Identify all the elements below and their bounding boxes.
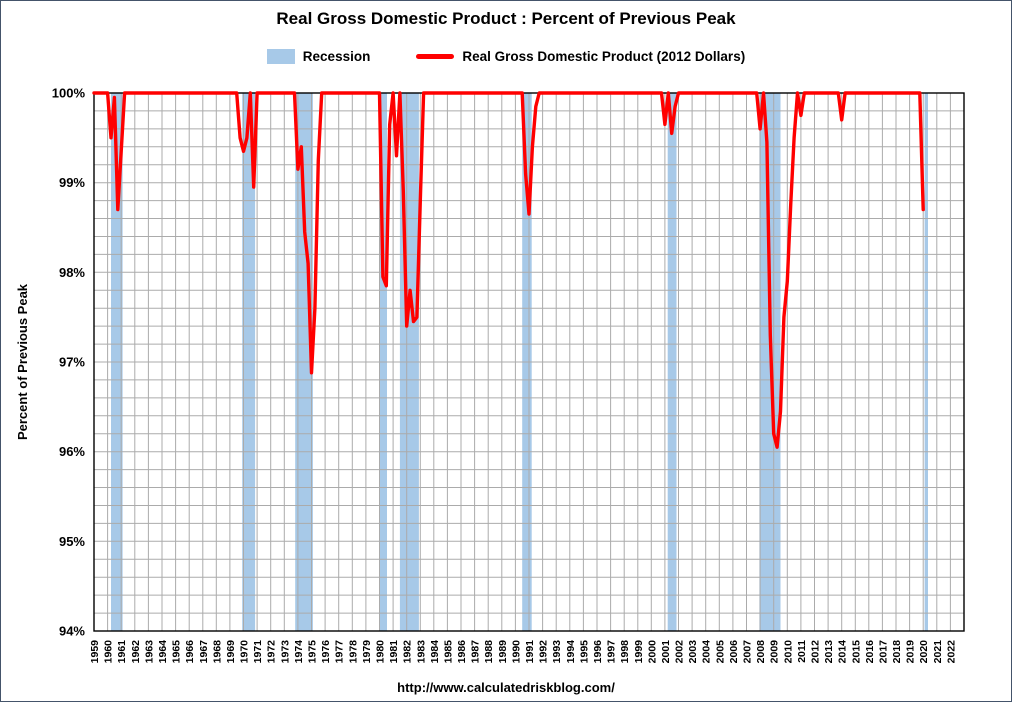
x-tick-label: 1963 <box>143 640 155 664</box>
x-tick-label: 1984 <box>429 640 441 664</box>
x-tick-label: 1960 <box>103 640 115 664</box>
x-tick-label: 2020 <box>918 640 930 664</box>
x-tick-label: 2016 <box>864 640 876 664</box>
legend-label-gdp: Real Gross Domestic Product (2012 Dollar… <box>462 49 746 64</box>
x-tick-label: 2005 <box>714 640 726 664</box>
x-tick-label: 2006 <box>728 640 740 664</box>
y-tick-label: 94% <box>59 624 85 639</box>
x-tick-label: 2017 <box>877 640 889 664</box>
x-tick-label: 2011 <box>796 640 808 663</box>
x-tick-label: 1971 <box>252 640 264 664</box>
x-tick-label: 1972 <box>266 640 278 664</box>
x-tick-label: 1989 <box>497 640 509 664</box>
source-url: http://www.calculatedriskblog.com/ <box>397 680 615 695</box>
x-tick-label: 1959 <box>89 640 101 664</box>
x-tick-label: 1962 <box>130 640 142 664</box>
x-tick-label: 1982 <box>402 640 414 664</box>
x-tick-label: 1995 <box>578 640 590 664</box>
x-tick-label: 2014 <box>837 640 849 664</box>
legend-item-recession: Recession <box>266 49 371 64</box>
x-tick-label: 2008 <box>755 640 767 664</box>
x-tick-label: 1968 <box>211 640 223 664</box>
y-tick-label: 100% <box>52 86 86 101</box>
x-tick-label: 2015 <box>850 640 862 664</box>
gdp-line <box>92 91 925 449</box>
x-tick-label: 1973 <box>279 640 291 664</box>
x-tick-label: 1990 <box>510 640 522 664</box>
x-tick-label: 1974 <box>293 640 305 664</box>
x-tick-label: 1966 <box>184 640 196 664</box>
x-tick-label: 2018 <box>891 640 903 664</box>
y-axis-title: Percent of Previous Peak <box>15 283 30 440</box>
y-tick-label: 98% <box>59 265 85 280</box>
x-tick-label: 1975 <box>307 640 319 664</box>
x-tick-label: 2012 <box>810 640 822 664</box>
x-tick-label: 1999 <box>633 640 645 664</box>
x-tick-label: 1983 <box>415 640 427 664</box>
y-tick-label: 96% <box>59 444 85 459</box>
x-tick-label: 1978 <box>347 640 359 664</box>
x-tick-label: 1977 <box>334 640 346 664</box>
x-tick-label: 2004 <box>701 640 713 664</box>
x-tick-label: 1967 <box>198 640 210 664</box>
legend: Recession Real Gross Domestic Product (2… <box>1 49 1011 64</box>
y-tick-label: 97% <box>59 355 85 370</box>
x-tick-label: 1961 <box>116 640 128 664</box>
x-tick-label: 1969 <box>225 640 237 664</box>
x-tick-label: 1994 <box>565 640 577 664</box>
x-tick-label: 1964 <box>157 640 169 664</box>
x-tick-label: 1981 <box>388 640 400 664</box>
x-tick-label: 1997 <box>606 640 618 664</box>
x-tick-label: 2001 <box>660 640 672 664</box>
x-tick-label: 1988 <box>483 640 495 664</box>
x-tick-label: 1976 <box>320 640 332 664</box>
x-tick-label: 2007 <box>742 640 754 664</box>
x-tick-label: 2000 <box>646 640 658 664</box>
x-tick-label: 1996 <box>592 640 604 664</box>
x-tick-label: 1970 <box>239 640 251 664</box>
x-tick-label: 2021 <box>932 640 944 664</box>
x-tick-label: 1986 <box>456 640 468 664</box>
recession-swatch <box>266 49 295 64</box>
x-tick-label: 2013 <box>823 640 835 664</box>
x-tick-label: 1991 <box>524 640 536 664</box>
legend-item-gdp: Real Gross Domestic Product (2012 Dollar… <box>416 49 745 64</box>
x-tick-label: 1979 <box>361 640 373 664</box>
x-tick-label: 1998 <box>619 640 631 664</box>
x-tick-label: 1987 <box>470 640 482 664</box>
gdp-line-swatch <box>416 54 455 59</box>
y-tick-label: 99% <box>59 175 85 190</box>
x-tick-label: 2003 <box>687 640 699 664</box>
x-tick-label: 1965 <box>171 640 183 664</box>
x-tick-label: 1992 <box>538 640 550 664</box>
chart-title: Real Gross Domestic Product : Percent of… <box>276 9 736 28</box>
x-tick-label: 1993 <box>551 640 563 664</box>
x-tick-label: 2010 <box>782 640 794 664</box>
x-tick-label: 2022 <box>945 640 957 664</box>
x-tick-label: 1985 <box>442 640 454 664</box>
x-tick-label: 2019 <box>905 640 917 664</box>
legend-label-recession: Recession <box>302 49 371 64</box>
y-tick-label: 95% <box>59 534 85 549</box>
x-tick-label: 1980 <box>375 640 387 664</box>
x-tick-label: 2002 <box>674 640 686 664</box>
x-tick-label: 2009 <box>769 640 781 664</box>
